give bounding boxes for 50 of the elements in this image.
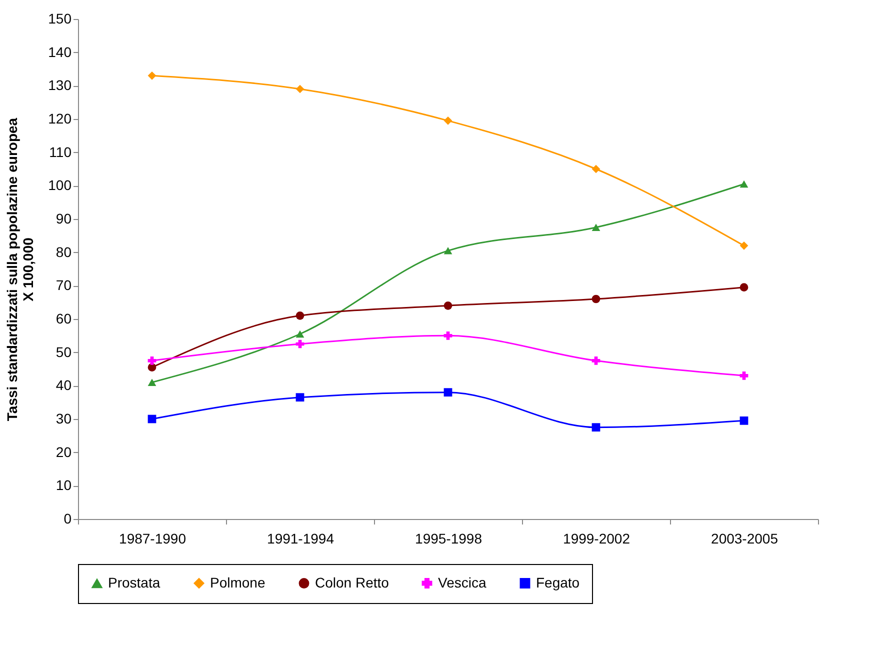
- y-tick-label: 10: [56, 477, 72, 494]
- y-tick-label: 50: [56, 344, 72, 360]
- legend-label: Fegato: [536, 574, 580, 590]
- y-axis-title: Tassi standardizzati sulla popolazine europea X 100,000: [4, 118, 36, 422]
- y-tick-label: 80: [56, 244, 72, 260]
- point: [444, 331, 452, 340]
- point: [148, 356, 156, 365]
- x-tick-label: 1995-1998: [415, 530, 482, 546]
- x-tick-label: 1987-1990: [119, 530, 186, 546]
- point: [296, 311, 304, 320]
- point: [740, 416, 748, 425]
- point: [592, 164, 600, 174]
- point: [740, 241, 748, 250]
- x-tick-label: 2003-2005: [711, 530, 778, 546]
- point: [148, 414, 156, 424]
- point: [740, 371, 748, 380]
- point: [444, 247, 452, 254]
- y-tick-label: 0: [64, 510, 72, 526]
- y-tick-label: 100: [48, 177, 72, 194]
- legend-label: Prostata: [108, 574, 160, 590]
- point: [592, 423, 600, 432]
- point: [444, 116, 452, 125]
- legend-label: Colon Retto: [315, 574, 390, 590]
- point: [444, 301, 452, 310]
- y-tick-label: 140: [48, 44, 72, 60]
- y-tick-label: 60: [56, 310, 72, 326]
- y-tick-label: 70: [56, 277, 72, 294]
- point: [296, 84, 304, 94]
- x-tick-label: 1991-1994: [267, 530, 334, 546]
- y-tick-label: 120: [48, 110, 72, 126]
- legend-label: Polmone: [210, 574, 266, 590]
- y-tick-label: 150: [48, 10, 72, 26]
- legend-label: Vescica: [438, 574, 486, 590]
- point: [592, 294, 600, 304]
- point: [740, 180, 748, 188]
- point: [740, 283, 748, 292]
- y-tick-label: 30: [56, 410, 72, 426]
- y-tick-label: 110: [49, 144, 72, 160]
- point: [444, 388, 452, 397]
- point: [148, 378, 156, 386]
- y-tick-label: 130: [48, 77, 72, 94]
- y-tick-label: 90: [56, 210, 72, 226]
- point: [296, 330, 304, 338]
- y-tick-label: 40: [56, 377, 72, 394]
- point: [592, 224, 600, 231]
- point: [148, 71, 156, 80]
- point: [592, 356, 600, 365]
- point: [296, 393, 304, 402]
- x-tick-label: 1999-2002: [563, 530, 630, 546]
- y-tick-label: 20: [56, 444, 72, 460]
